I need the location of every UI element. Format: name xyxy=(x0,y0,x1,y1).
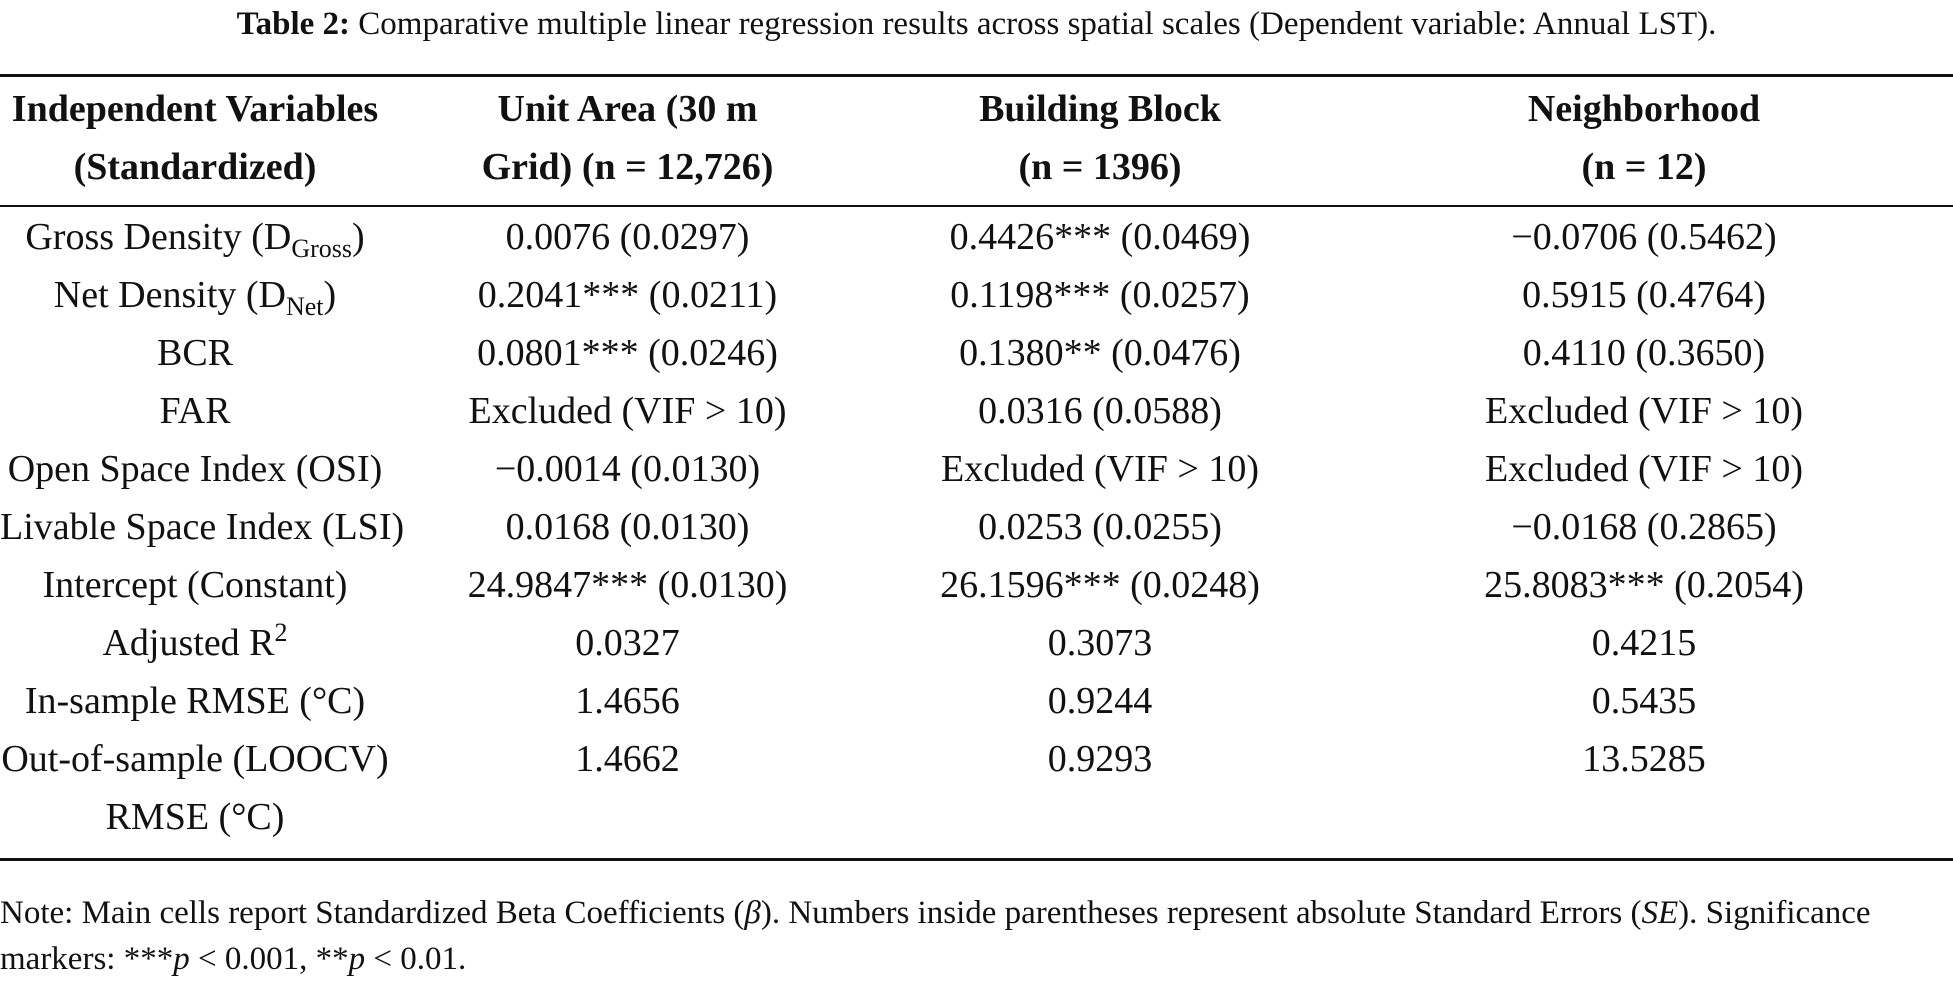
building-block-cell: 0.4426*** (0.0469) xyxy=(949,216,1251,258)
neighborhood-cell: 25.8083*** (0.2054) xyxy=(1484,564,1804,606)
variable-cell: Livable Space Index (LSI) xyxy=(0,506,405,548)
neighborhood-cell: 0.5435 xyxy=(1591,680,1697,722)
variable-cell: Intercept (Constant) xyxy=(42,564,348,606)
unit-area-cell: 24.9847*** (0.0130) xyxy=(467,564,788,606)
building-block-cell: 0.0253 (0.0255) xyxy=(978,506,1222,548)
table-row: Gross Density (DGross) 0.0076 (0.0297) 0… xyxy=(0,204,1953,266)
unit-area-cell: 0.2041*** (0.0211) xyxy=(477,274,778,316)
building-block-cell: 0.0316 (0.0588) xyxy=(978,390,1222,432)
building-block-cell: 0.1198*** (0.0257) xyxy=(950,274,1250,316)
neighborhood-cell: 0.4215 xyxy=(1591,622,1697,664)
table-row: Adjusted R2 0.0327 0.3073 0.4215 xyxy=(0,614,1953,672)
caption-text: Comparative multiple linear regression r… xyxy=(358,6,1717,42)
building-block-cell: 0.9244 xyxy=(1047,680,1153,722)
table-note: Note: Main cells report Standardized Bet… xyxy=(0,895,1871,977)
variable-cell: Adjusted R2 xyxy=(102,618,288,665)
variable-cell: Net Density (DNet) xyxy=(53,274,337,321)
variable-cell: Out-of-sample (LOOCV) RMSE (°C) xyxy=(1,738,389,838)
neighborhood-cell: Excluded (VIF > 10) xyxy=(1485,448,1803,490)
unit-area-cell: 0.0076 (0.0297) xyxy=(505,216,750,258)
building-block-cell: 0.3073 xyxy=(1047,622,1153,664)
neighborhood-cell: Excluded (VIF > 10) xyxy=(1485,390,1803,432)
header-row: Independent Variables (Standardized) Unit… xyxy=(0,80,1953,204)
neighborhood-cell: −0.0706 (0.5462) xyxy=(1511,216,1777,258)
header-building-block: Building Block (n = 1396) xyxy=(979,88,1221,188)
table-row: Net Density (DNet) 0.2041*** (0.0211) 0.… xyxy=(0,266,1953,324)
variable-cell: Open Space Index (OSI) xyxy=(7,448,383,490)
header-unit-area: Unit Area (30 m Grid) (n = 12,726) xyxy=(481,88,774,188)
unit-area-cell: 1.4656 xyxy=(575,680,680,722)
unit-area-cell: Excluded (VIF > 10) xyxy=(468,390,787,432)
table-row: In-sample RMSE (°C) 1.4656 0.9244 0.5435 xyxy=(0,672,1953,730)
variable-cell: FAR xyxy=(159,390,231,432)
variable-cell: In-sample RMSE (°C) xyxy=(24,680,366,722)
table-row: Livable Space Index (LSI) 0.0168 (0.0130… xyxy=(0,498,1953,556)
header-neighborhood: Neighborhood (n = 12) xyxy=(1527,88,1761,188)
neighborhood-cell: 0.4110 (0.3650) xyxy=(1522,332,1766,374)
regression-table: Independent Variables (Standardized) Unit… xyxy=(0,80,1953,846)
table-row: Open Space Index (OSI) −0.0014 (0.0130) … xyxy=(0,440,1953,498)
building-block-cell: 26.1596*** (0.0248) xyxy=(940,564,1260,606)
table-label: Table 2: xyxy=(236,6,351,42)
building-block-cell: 0.9293 xyxy=(1047,738,1153,780)
neighborhood-cell: −0.0168 (0.2865) xyxy=(1511,506,1777,548)
header-independent-variables: Independent Variables (Standardized) xyxy=(11,88,379,188)
table-row: BCR 0.0801*** (0.0246) 0.1380** (0.0476)… xyxy=(0,324,1953,382)
top-rule xyxy=(0,74,1953,77)
table-row: FAR Excluded (VIF > 10) 0.0316 (0.0588) … xyxy=(0,382,1953,440)
neighborhood-cell: 13.5285 xyxy=(1582,738,1706,780)
unit-area-cell: 0.0327 xyxy=(575,622,680,664)
table-row: Out-of-sample (LOOCV) RMSE (°C) 1.4662 0.… xyxy=(0,730,1953,846)
header-rule xyxy=(0,205,1953,207)
unit-area-cell: 0.0801*** (0.0246) xyxy=(477,332,778,374)
unit-area-cell: 0.0168 (0.0130) xyxy=(505,506,750,548)
table-row: Intercept (Constant) 24.9847*** (0.0130)… xyxy=(0,556,1953,614)
bottom-rule xyxy=(0,858,1953,861)
neighborhood-cell: 0.5915 (0.4764) xyxy=(1522,274,1766,316)
variable-cell: BCR xyxy=(156,332,234,374)
building-block-cell: 0.1380** (0.0476) xyxy=(959,332,1241,374)
table-caption: Table 2: Comparative multiple linear reg… xyxy=(0,2,1953,46)
variable-cell: Gross Density (DGross) xyxy=(25,216,365,263)
unit-area-cell: −0.0014 (0.0130) xyxy=(494,448,761,490)
unit-area-cell: 1.4662 xyxy=(575,738,680,780)
building-block-cell: Excluded (VIF > 10) xyxy=(941,448,1259,490)
